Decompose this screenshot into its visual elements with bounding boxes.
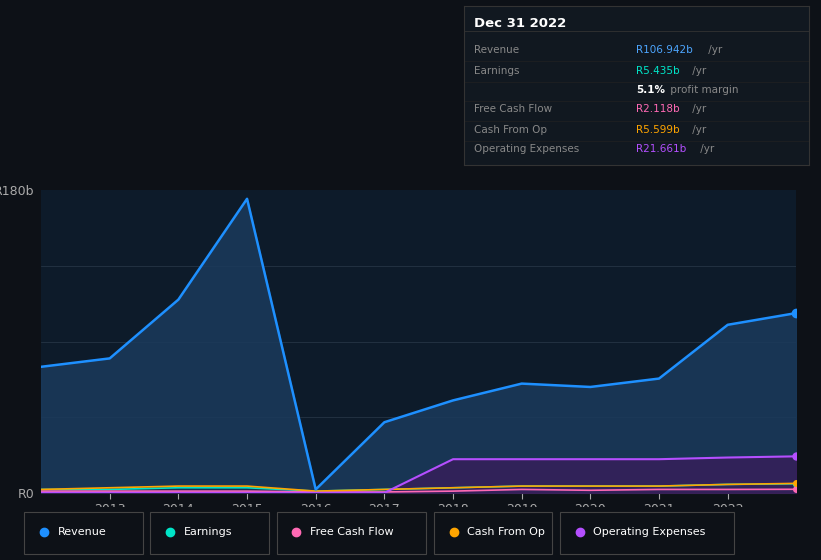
Text: Earnings: Earnings [475,66,520,76]
Text: /yr: /yr [690,104,707,114]
Text: Revenue: Revenue [475,45,520,55]
Text: /yr: /yr [690,66,707,76]
Text: R5.599b: R5.599b [636,125,680,135]
Text: R2.118b: R2.118b [636,104,680,114]
Text: R106.942b: R106.942b [636,45,693,55]
Text: R21.661b: R21.661b [636,144,686,154]
Text: Operating Expenses: Operating Expenses [594,527,706,537]
Text: R5.435b: R5.435b [636,66,680,76]
Text: /yr: /yr [690,125,707,135]
Text: 5.1%: 5.1% [636,85,665,95]
Text: Revenue: Revenue [57,527,106,537]
Text: Dec 31 2022: Dec 31 2022 [475,17,566,30]
Text: Cash From Op: Cash From Op [467,527,545,537]
Text: /yr: /yr [697,144,714,154]
Text: profit margin: profit margin [667,85,738,95]
Text: /yr: /yr [704,45,722,55]
Text: Cash From Op: Cash From Op [475,125,548,135]
Text: Operating Expenses: Operating Expenses [475,144,580,154]
Text: Free Cash Flow: Free Cash Flow [310,527,393,537]
Text: Earnings: Earnings [184,527,232,537]
Text: Free Cash Flow: Free Cash Flow [475,104,553,114]
